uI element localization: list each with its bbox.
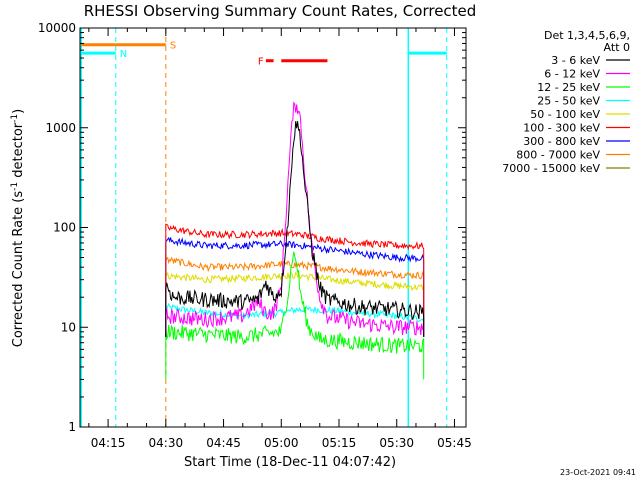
legend-label: 100 - 300 keV — [523, 122, 600, 135]
legend-label: 6 - 12 keV — [544, 68, 600, 81]
legend-label: 7000 - 15000 keV — [502, 162, 600, 175]
chart-title: RHESSI Observing Summary Count Rates, Co… — [84, 2, 477, 20]
y-axis-label: Corrected Count Rate (s-1 detector-1) — [10, 109, 26, 347]
x-tick-label: 05:15 — [322, 436, 357, 450]
y-tick-label: 100 — [53, 221, 76, 235]
x-tick-label: 04:30 — [149, 436, 184, 450]
timestamp: 23-Oct-2021 09:41 — [560, 468, 636, 477]
y-tick-label: 10 — [61, 320, 76, 334]
x-tick-label: 04:15 — [91, 436, 126, 450]
series-line-50-100-keV — [165, 271, 425, 337]
y-tick-label: 1000 — [45, 121, 76, 135]
instrument-flags: N S F — [80, 28, 448, 427]
y-axis: 1 10 100 1000 10000 — [38, 21, 466, 434]
series-line-6-12-keV — [165, 101, 425, 337]
series-line-800-7000-keV — [165, 256, 425, 337]
legend-label: 12 - 25 keV — [537, 81, 600, 94]
legend-label: 50 - 100 keV — [530, 108, 600, 121]
x-tick-label: 05:45 — [437, 436, 472, 450]
y-tick-label: 10000 — [38, 21, 76, 35]
flag-N-label: N — [120, 49, 127, 60]
series-lines — [165, 101, 425, 380]
plot-area: N S F — [80, 28, 448, 427]
series-line-300-800-keV — [165, 236, 425, 337]
series-line-100-300-keV — [165, 223, 425, 337]
x-tick-label: 05:30 — [379, 436, 414, 450]
flag-F-label: F — [258, 57, 264, 68]
x-axis: 04:15 04:30 04:45 05:00 05:15 05:30 05:45 — [88, 28, 472, 450]
y-tick-label: 1 — [68, 420, 76, 434]
series-line-12-25-keV — [165, 251, 425, 380]
flag-S-label: S — [170, 41, 176, 52]
legend-label: 300 - 800 keV — [523, 135, 600, 148]
series-line-3-6-keV — [165, 121, 425, 337]
series-line-25-50-keV — [165, 302, 425, 337]
legend-title-line-2: Att 0 — [604, 41, 630, 54]
x-tick-label: 04:45 — [206, 436, 241, 450]
x-axis-label: Start Time (18-Dec-11 04:07:42) — [184, 455, 396, 470]
legend-label: 800 - 7000 keV — [516, 149, 600, 162]
x-tick-label: 05:00 — [264, 436, 299, 450]
legend-label: 25 - 50 keV — [537, 95, 600, 108]
legend-title-line-1: Det 1,3,4,5,6,9, — [544, 29, 630, 42]
legend-label: 3 - 6 keV — [551, 54, 600, 67]
